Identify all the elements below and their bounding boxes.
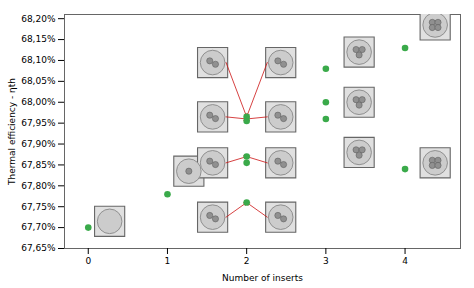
svg-text:67,65%: 67,65% [21,243,56,253]
svg-text:67,70%: 67,70% [21,222,56,232]
svg-text:2: 2 [244,256,250,266]
svg-text:67,95%: 67,95% [21,118,56,128]
svg-text:1: 1 [165,256,171,266]
svg-text:68,15%: 68,15% [21,34,56,44]
svg-text:67,80%: 67,80% [21,181,56,191]
svg-text:67,90%: 67,90% [21,139,56,149]
svg-text:3: 3 [323,256,329,266]
svg-text:67,85%: 67,85% [21,160,56,170]
svg-text:Number of inserts: Number of inserts [222,273,303,283]
svg-text:68,05%: 68,05% [21,76,56,86]
svg-text:68,00%: 68,00% [21,97,56,107]
svg-text:68,10%: 68,10% [21,55,56,65]
svg-text:Thermal efficiency - ηth: Thermal efficiency - ηth [7,78,17,186]
svg-text:68,20%: 68,20% [21,14,56,24]
svg-text:4: 4 [402,256,408,266]
svg-text:67,75%: 67,75% [21,202,56,212]
svg-text:0: 0 [85,256,91,266]
